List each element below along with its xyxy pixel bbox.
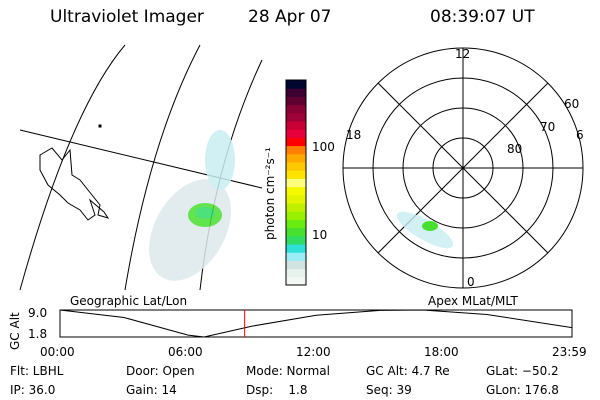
colorbar-segment [286, 137, 306, 147]
mlt-label-18: 18 [346, 128, 362, 142]
colorbar-frame [285, 79, 307, 286]
glat-value: GLat: −50.2 [486, 364, 559, 378]
colorbar-segment [286, 112, 306, 122]
colorbar-segment [286, 219, 306, 229]
glon-value: GLon: 176.8 [486, 383, 559, 397]
instrument-title: Ultraviolet Imager [50, 7, 204, 27]
colorbar-segment [286, 203, 306, 212]
filter-value: Flt: LBHL [10, 364, 64, 378]
ytick-1-8: 1.8 [28, 327, 48, 341]
colorbar-segment [286, 244, 306, 253]
aurora-polar [396, 211, 454, 249]
xtick: 23:59 [552, 345, 587, 359]
apex-label: Apex MLat/MLT [428, 294, 518, 308]
colorbar-segment [286, 178, 306, 188]
colorbar-segment [286, 276, 306, 286]
altitude-ylabel: GC Alt [8, 312, 22, 350]
gc-alt-value: GC Alt: 4.7 Re [366, 364, 450, 378]
altitude-line [59, 309, 573, 338]
colorbar-segment [286, 96, 306, 106]
colorbar-segment [286, 211, 306, 220]
colorbar-segment [286, 104, 306, 114]
colorbar-segment [286, 153, 306, 163]
meridian-line [19, 44, 126, 291]
colorbar-segment [286, 129, 306, 138]
lat-label-60: 60 [564, 97, 580, 111]
mlt-label-0: 0 [467, 275, 475, 289]
xtick: 00:00 [40, 345, 75, 359]
date-label: 28 Apr 07 [248, 7, 332, 27]
colorbar-segment [286, 235, 306, 245]
polar-plot [342, 47, 584, 289]
door-value: Door: Open [126, 364, 195, 378]
colorbar-tick-100: 100 [312, 140, 335, 154]
dsp-value: Dsp: 1.8 [246, 383, 308, 397]
ip-value: IP: 36.0 [10, 383, 56, 397]
meridian-line [124, 44, 201, 291]
altitude-plot-frame [59, 309, 573, 338]
colorbar-segment [286, 162, 306, 171]
geographic-label: Geographic Lat/Lon [70, 294, 188, 308]
colorbar-segment [286, 227, 306, 237]
colorbar-segment [286, 260, 306, 270]
colorbar [286, 80, 306, 286]
colorbar-segment [286, 121, 306, 130]
lat-label-80: 80 [507, 142, 523, 156]
ytick-9: 9.0 [28, 306, 48, 320]
xtick: 18:00 [424, 345, 459, 359]
colorbar-tick-10: 10 [312, 228, 328, 242]
colorbar-segment [286, 170, 306, 179]
time-label: 08:39:07 UT [430, 7, 535, 27]
mlt-label-6: 6 [576, 128, 584, 142]
colorbar-label: photon cm⁻²s⁻¹ [263, 147, 277, 240]
mode-value: Mode: Normal [246, 364, 330, 378]
xtick: 12:00 [296, 345, 331, 359]
xtick: 06:00 [168, 345, 203, 359]
seq-value: Seq: 39 [366, 383, 412, 397]
colorbar-segment [286, 194, 306, 204]
mlt-label-12: 12 [455, 47, 471, 61]
colorbar-segment [286, 252, 306, 261]
colorbar-segment [286, 80, 306, 89]
gain-value: Gain: 14 [126, 383, 177, 397]
colorbar-segment [286, 145, 306, 155]
aurora-map [149, 130, 235, 281]
coastline [39, 147, 110, 221]
colorbar-segment [286, 268, 306, 278]
colorbar-segment [286, 186, 306, 196]
colorbar-segment [286, 88, 306, 97]
lat-label-70: 70 [540, 120, 556, 134]
